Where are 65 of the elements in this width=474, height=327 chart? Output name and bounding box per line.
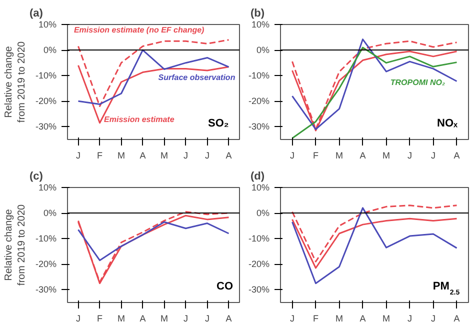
x-tick-label: J	[205, 314, 210, 324]
y-tick-label: -30%	[248, 122, 270, 132]
x-tick-label: A	[454, 314, 460, 324]
x-tick-label: F	[313, 150, 319, 160]
x-tick-label: M	[118, 150, 125, 160]
annotation: CO	[216, 280, 234, 292]
x-tick-label: A	[454, 150, 460, 160]
y-tick-label: -10%	[248, 234, 270, 244]
chart-title: (d)	[250, 170, 265, 182]
y-tick-label: -20%	[35, 96, 57, 106]
chart-title: (a)	[30, 8, 44, 20]
y-tick-label: 10%	[251, 20, 270, 30]
x-tick-label: J	[76, 150, 80, 160]
y-tick-label: -30%	[35, 284, 57, 295]
y-tick-label: -30%	[248, 284, 270, 295]
x-tick-label: A	[226, 314, 232, 324]
x-tick-label: A	[360, 150, 366, 160]
x-tick-label: J	[184, 150, 188, 160]
x-tick-label: J	[76, 314, 80, 324]
x-tick-label: J	[408, 150, 412, 160]
chart-title: (b)	[250, 8, 265, 20]
x-tick-label: M	[118, 314, 125, 324]
y-tick-label: -20%	[248, 259, 270, 270]
series-label: Emission estimate (no EF change)	[74, 26, 205, 35]
x-tick-label: J	[431, 314, 436, 324]
x-tick-label: J	[431, 150, 436, 160]
y-tick-label: -20%	[248, 96, 270, 106]
y-tick-label: 10%	[38, 20, 56, 30]
y-tick-label: -10%	[35, 70, 57, 81]
y-tick-label: 0%	[43, 45, 57, 56]
y-tick-label: -20%	[35, 259, 57, 270]
y-tick-label: 0%	[256, 208, 270, 218]
x-tick-label: F	[97, 314, 103, 324]
x-tick-label: M	[336, 314, 343, 324]
y-tick-label: -10%	[35, 234, 57, 244]
y-tick-label: -10%	[248, 70, 270, 81]
x-tick-label: A	[140, 314, 146, 324]
chart-title: (c)	[30, 170, 44, 182]
series-label: TROPOMI NO₂	[390, 78, 446, 88]
x-tick-label: J	[290, 314, 294, 324]
annotation: SO₂	[208, 117, 229, 130]
x-tick-label: J	[205, 150, 210, 160]
annotation: NOₓ	[437, 117, 458, 130]
y-axis-title: Relative change from 2019 to 2020	[3, 40, 28, 123]
y-tick-label: 0%	[43, 208, 57, 218]
series-label: Surface observation	[158, 73, 236, 82]
y-tick-label: 0%	[256, 45, 270, 56]
x-tick-label: J	[408, 314, 412, 324]
x-tick-label: M	[160, 150, 168, 160]
x-tick-label: M	[336, 150, 343, 160]
x-tick-label: A	[360, 314, 366, 324]
x-tick-label: M	[382, 314, 390, 324]
x-tick-label: A	[226, 150, 232, 160]
y-tick-label: 10%	[38, 182, 56, 192]
x-tick-label: M	[160, 314, 168, 324]
x-tick-label: J	[184, 314, 188, 324]
y-tick-label: 10%	[251, 182, 270, 192]
x-tick-label: F	[97, 150, 103, 160]
series-label: Emission estimate	[104, 115, 175, 124]
y-tick-label: -30%	[35, 122, 57, 132]
x-tick-label: F	[313, 314, 319, 324]
y-axis-title: Relative change from 2019 to 2020	[3, 204, 28, 286]
x-tick-label: M	[382, 150, 390, 160]
x-tick-label: A	[140, 150, 146, 160]
x-tick-label: J	[290, 150, 294, 160]
